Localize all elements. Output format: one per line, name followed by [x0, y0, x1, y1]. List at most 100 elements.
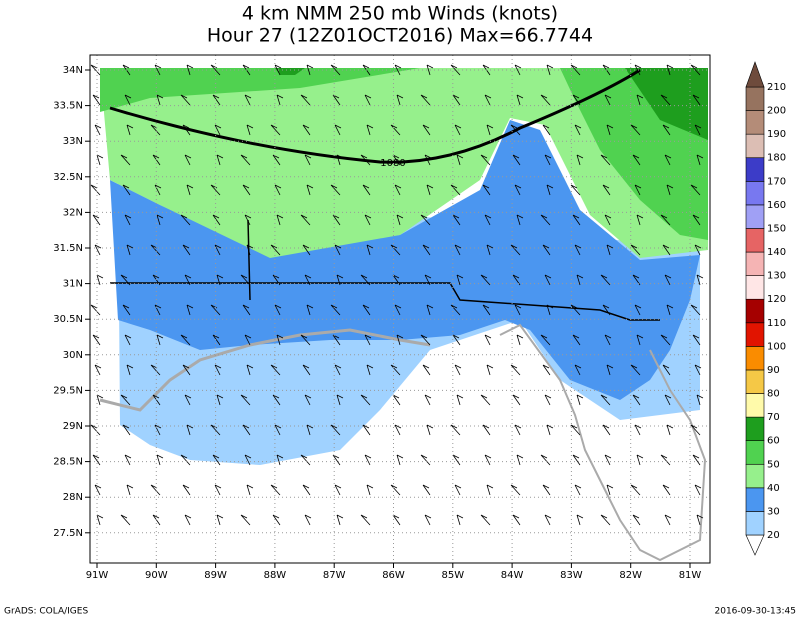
wind-barb [214, 364, 222, 376]
wind-barb [362, 184, 371, 196]
wind-barb [452, 454, 461, 466]
wind-barb [540, 334, 551, 346]
colorbar-box [745, 204, 765, 229]
wind-barb [364, 454, 372, 466]
wind-barb [180, 94, 191, 106]
wind-barb [514, 304, 522, 316]
wind-barb [420, 454, 431, 466]
wind-barb [270, 124, 281, 136]
wind-barb [426, 184, 434, 196]
state-border [110, 282, 660, 321]
wind-barb [212, 94, 221, 106]
wind-barb [396, 214, 404, 226]
wind-barb [330, 184, 341, 196]
lon-label: 87W [323, 570, 346, 581]
wind-barb [422, 244, 431, 256]
wind-barb [276, 454, 284, 466]
wind-barb [246, 484, 254, 496]
lon-label: 89W [204, 570, 227, 581]
wind-barb [182, 244, 191, 256]
wind-barb [576, 514, 584, 526]
wind-barb [664, 394, 672, 406]
lat-label: 32.5N [53, 172, 83, 183]
lat-label: 28N [63, 492, 83, 503]
colorbar-label: 60 [767, 436, 780, 447]
wind-barb [514, 184, 522, 196]
wind-barb [574, 364, 582, 376]
colorbar-box [745, 157, 765, 182]
wind-barb [94, 364, 102, 376]
wind-barb [696, 514, 704, 526]
wind-barb [180, 334, 191, 346]
colorbar-label: 90 [767, 365, 780, 376]
wind-barb [426, 64, 434, 76]
wind-barb [480, 514, 491, 526]
wind-barb [360, 274, 371, 286]
wind-barb [274, 64, 282, 76]
wind-barb [216, 274, 224, 286]
wind-barb [604, 94, 612, 106]
wind-barb [186, 64, 194, 76]
wind-barb [334, 484, 342, 496]
lat-label: 31.5N [53, 243, 83, 254]
wind-barb [630, 484, 641, 496]
wind-barb [664, 274, 672, 286]
lat-label: 28.5N [53, 457, 83, 468]
wind-barb [696, 394, 704, 406]
lat-label: 34N [63, 65, 83, 76]
wind-barb [124, 454, 132, 466]
wind-barb [186, 184, 194, 196]
wind-barb [636, 94, 644, 106]
wind-barb [454, 244, 462, 256]
wind-barb [544, 394, 552, 406]
lat-label: 29.5N [53, 385, 83, 396]
shade-30-40 [110, 120, 700, 400]
wind-barb [302, 484, 311, 496]
wind-barb [420, 214, 431, 226]
colorbar-box [745, 440, 765, 465]
lon-label: 82W [619, 570, 642, 581]
wind-barb [600, 514, 611, 526]
wind-barb [390, 244, 401, 256]
wind-barb [212, 214, 221, 226]
wind-barb [510, 244, 521, 256]
wind-barb [96, 154, 104, 166]
wind-barb [214, 484, 222, 496]
wind-barb [276, 94, 284, 106]
wind-barb [690, 184, 701, 196]
wind-barb [452, 94, 461, 106]
wind-barb [390, 124, 401, 136]
lon-label: 84W [501, 570, 524, 581]
wind-barb [606, 244, 614, 256]
wind-barb [240, 514, 251, 526]
wind-barb [570, 304, 581, 316]
wind-barb [452, 334, 461, 346]
wind-barb [120, 154, 131, 166]
lon-label: 86W [382, 570, 405, 581]
wind-barb [424, 274, 432, 286]
wind-barb [690, 64, 701, 76]
wind-barb [270, 364, 281, 376]
wind-barb [630, 244, 641, 256]
wind-barb [606, 124, 614, 136]
wind-barb [334, 244, 342, 256]
colorbar-label: 200 [767, 106, 786, 117]
wind-barb [360, 394, 371, 406]
wind-barb [240, 394, 251, 406]
colorbar-box [745, 228, 765, 253]
wind-barb [664, 514, 672, 526]
wind-barb [666, 304, 674, 316]
wind-barb [306, 64, 314, 76]
wind-barb [390, 364, 401, 376]
wind-barb [486, 484, 494, 496]
wind-barb [94, 484, 102, 496]
wind-barb [572, 454, 581, 466]
wind-barb [484, 214, 492, 226]
wind-barb [420, 94, 431, 106]
wind-barb [484, 94, 492, 106]
wind-barb [246, 124, 254, 136]
wind-barb [366, 484, 374, 496]
wind-barb [120, 394, 131, 406]
colorbar-label: 210 [767, 82, 786, 93]
